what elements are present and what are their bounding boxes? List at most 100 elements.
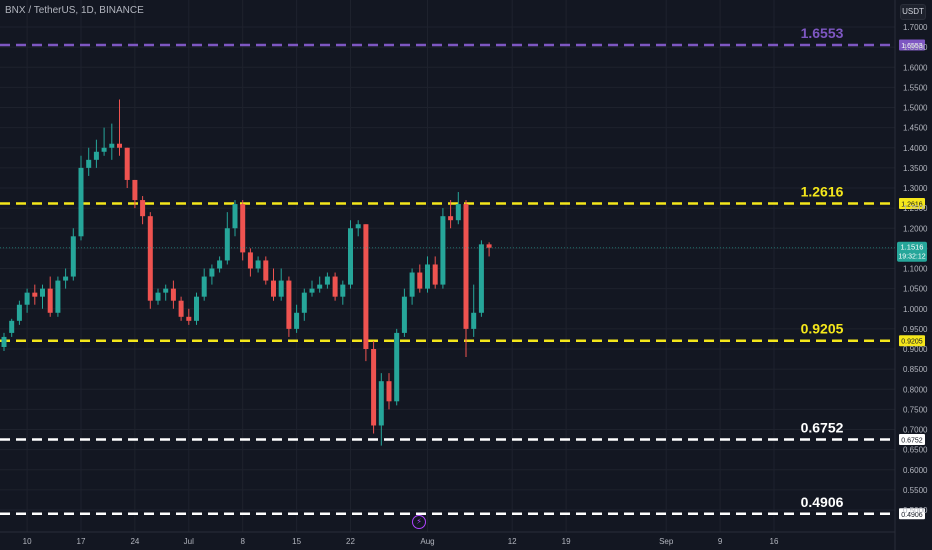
candle-body[interactable] <box>1 336 7 347</box>
candle-body[interactable] <box>101 147 107 152</box>
price-tick-label: 0.5000 <box>903 506 928 515</box>
candle-body[interactable] <box>63 276 69 281</box>
candle-body[interactable] <box>340 284 346 297</box>
time-tick-label: 15 <box>292 537 301 546</box>
price-tick-label: 1.6500 <box>903 43 928 52</box>
candle-body[interactable] <box>363 224 369 349</box>
candle-body[interactable] <box>163 288 169 293</box>
candle-body[interactable] <box>55 280 61 313</box>
level-price-tag <box>899 433 925 445</box>
symbol-header[interactable]: BNX / TetherUS, 1D, BINANCE <box>5 5 144 16</box>
candle-body[interactable] <box>9 320 15 333</box>
candle-body[interactable] <box>440 216 446 285</box>
candle-body[interactable] <box>186 316 192 321</box>
candle-body[interactable] <box>170 288 176 301</box>
candle-body[interactable] <box>425 264 430 289</box>
candle-body[interactable] <box>271 280 276 297</box>
candle-body[interactable] <box>294 312 300 329</box>
candle-body[interactable] <box>355 224 361 229</box>
candle-body[interactable] <box>394 332 400 402</box>
candle-body[interactable] <box>140 200 146 217</box>
level-label: 1.6553 <box>801 25 844 41</box>
candle-body[interactable] <box>263 260 269 281</box>
candle-body[interactable] <box>401 296 407 333</box>
candle-body[interactable] <box>224 228 230 261</box>
candle-body[interactable] <box>324 276 330 285</box>
time-tick-label: 19 <box>562 537 571 546</box>
level-price-tag-text: 0.9205 <box>901 339 923 346</box>
candle-body[interactable] <box>117 143 122 148</box>
level-price-tag-text: 1.2616 <box>901 201 923 208</box>
candle-body[interactable] <box>78 167 84 237</box>
candle-body[interactable] <box>348 228 353 285</box>
price-tick-label: 1.5000 <box>903 104 928 113</box>
candle-body[interactable] <box>432 264 438 285</box>
price-tick-label: 1.5500 <box>903 83 928 92</box>
candles[interactable] <box>1 99 492 446</box>
candle-body[interactable] <box>32 292 38 297</box>
bar-countdown: 19:32:12 <box>898 254 925 261</box>
candle-body[interactable] <box>40 288 45 297</box>
time-tick-label: 10 <box>23 537 32 546</box>
price-levels: 1.6553 1.6553 1.2616 1.2616 0.9205 0.9205 0.67… <box>0 25 925 520</box>
level-label: 0.6752 <box>801 419 844 435</box>
lightning-icon[interactable]: ⚡ <box>412 515 426 529</box>
time-tick-label: 24 <box>130 537 139 546</box>
last-price-box <box>897 241 927 262</box>
candle-body[interactable] <box>409 272 415 297</box>
candle-body[interactable] <box>24 292 30 305</box>
candle-body[interactable] <box>286 280 292 329</box>
time-tick-label: Aug <box>420 537 434 546</box>
candle-body[interactable] <box>47 288 53 313</box>
candle-body[interactable] <box>124 147 130 180</box>
candle-body[interactable] <box>109 143 115 148</box>
time-axis[interactable]: 20Jun101724Jul81522Aug1219Sep916 <box>0 537 779 546</box>
candle-body[interactable] <box>386 381 392 402</box>
candle-body[interactable] <box>478 244 484 313</box>
candle-body[interactable] <box>278 280 284 297</box>
candle-body[interactable] <box>332 276 338 297</box>
candle-body[interactable] <box>463 204 469 329</box>
candle-body[interactable] <box>371 349 377 426</box>
candle-body[interactable] <box>255 260 261 269</box>
candle-body[interactable] <box>240 204 246 253</box>
candle-body[interactable] <box>301 292 307 313</box>
candle-body[interactable] <box>455 204 461 221</box>
candle-body[interactable] <box>209 268 215 277</box>
candle-body[interactable] <box>317 284 323 289</box>
candle-body[interactable] <box>232 204 238 229</box>
candle-body[interactable] <box>147 216 153 301</box>
currency-button[interactable]: USDT <box>900 4 926 20</box>
candle-body[interactable] <box>155 292 161 301</box>
candle-body[interactable] <box>378 381 384 426</box>
time-tick-label: 9 <box>718 537 723 546</box>
candle-body[interactable] <box>194 296 199 321</box>
candle-body[interactable] <box>93 151 99 160</box>
candle-body[interactable] <box>471 312 477 329</box>
candle-body[interactable] <box>217 260 223 269</box>
candle-body[interactable] <box>132 179 138 201</box>
price-tick-label: 0.6000 <box>903 466 928 475</box>
level-price-tag <box>899 39 925 51</box>
level-price-tag <box>899 197 925 209</box>
time-tick-label: 17 <box>77 537 86 546</box>
candle-body[interactable] <box>309 288 315 293</box>
level-price-tag-text: 0.6752 <box>901 437 923 444</box>
candle-body[interactable] <box>486 244 492 248</box>
level-price-tag-text: 0.4906 <box>901 512 923 519</box>
candle-body[interactable] <box>201 276 207 297</box>
candle-body[interactable] <box>16 304 22 321</box>
price-tick-label: 1.7000 <box>903 23 928 32</box>
candle-body[interactable] <box>86 159 92 168</box>
level-price-tag <box>899 335 925 347</box>
last-price-value: 1.1516 <box>901 243 924 252</box>
candle-body[interactable] <box>448 216 454 221</box>
time-tick-label: 16 <box>770 537 779 546</box>
candle-body[interactable] <box>178 300 184 317</box>
candle-body[interactable] <box>70 236 76 277</box>
price-tick-label: 1.2500 <box>903 204 928 213</box>
candle-body[interactable] <box>417 272 423 289</box>
candle-body[interactable] <box>247 252 253 269</box>
time-tick-label: 22 <box>346 537 355 546</box>
